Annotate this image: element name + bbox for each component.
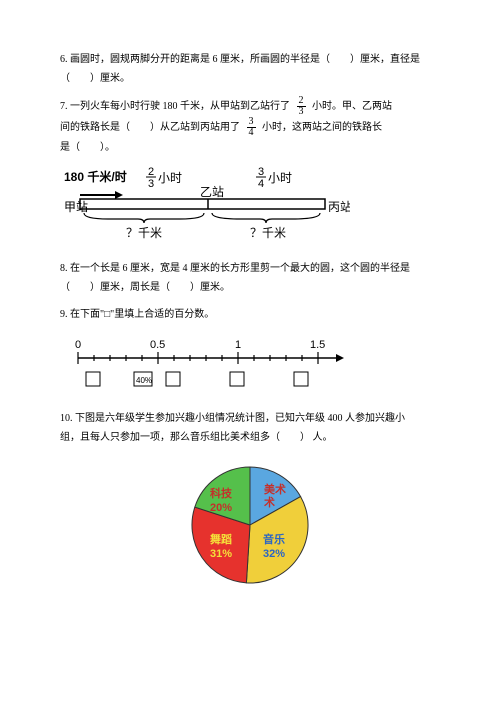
pie-dance-pct: 31% — [210, 548, 232, 560]
frac-2-3: 23 — [297, 96, 306, 117]
frac-3-4: 34 — [247, 117, 256, 138]
t2-suffix: 小时 — [268, 171, 292, 185]
q10-text-a: 10. 下图是六年级学生参加兴趣小组情况统计图，已知六年级 400 人参加兴趣小 — [60, 413, 405, 424]
q7-text-e: 是（ ）。 — [60, 142, 115, 153]
station-b: 乙站 — [200, 185, 224, 199]
qkm-1: ？千米 — [126, 226, 162, 240]
nl-1: 1 — [235, 339, 241, 351]
nl-15: 1.5 — [310, 339, 325, 351]
t1-den: 3 — [148, 178, 154, 190]
nl-05: 0.5 — [150, 339, 165, 351]
nl-filled: 40% — [136, 376, 152, 385]
station-c: 丙站 — [328, 200, 350, 214]
q7-text-c: 间的铁路长是（ ）从乙站到丙站用了 — [60, 122, 240, 133]
question-9: 9. 在下面"□"里填上合适的百分数。 — [60, 305, 440, 324]
question-8: 8. 在一个长是 6 厘米，宽是 4 厘米的长方形里剪一个最大的圆，这个圆的半径… — [60, 259, 440, 297]
pie-chart: 美术 术 音乐 32% 舞蹈 31% 科技 20% — [60, 455, 440, 593]
station-a: 甲站 — [64, 200, 88, 214]
number-line-diagram: 0 0.5 1 1.5 40% — [60, 334, 440, 395]
station-diagram: 180 千米/时 2 3 小时 3 4 小时 甲站 乙站 丙站 ？千米 ？千米 — [60, 167, 440, 245]
svg-text:术: 术 — [263, 495, 275, 509]
question-10: 10. 下图是六年级学生参加兴趣小组情况统计图，已知六年级 400 人参加兴趣小… — [60, 409, 440, 447]
pie-art-label: 美术 — [264, 482, 286, 496]
q9-text: 9. 在下面"□"里填上合适的百分数。 — [60, 309, 214, 320]
pie-tech-label: 科技 — [210, 486, 233, 500]
q7-text-d: 小时，这两站之间的铁路长 — [262, 122, 382, 133]
pie-tech-pct: 20% — [210, 502, 232, 514]
t1-num: 2 — [148, 167, 154, 178]
nl-0: 0 — [75, 339, 81, 351]
speed-label: 180 千米/时 — [64, 169, 127, 184]
q8-text: 8. 在一个长是 6 厘米，宽是 4 厘米的长方形里剪一个最大的圆，这个圆的半径… — [60, 263, 410, 293]
pie-music-pct: 32% — [263, 548, 285, 560]
q7-text-a: 7. 一列火车每小时行驶 180 千米，从甲站到乙站行了 — [60, 101, 290, 112]
pie-dance-label: 舞蹈 — [210, 532, 232, 546]
q6-text: 6. 画圆时，圆规两脚分开的距离是 6 厘米，所画圆的半径是（ ）厘米，直径是（… — [60, 54, 420, 84]
question-7: 7. 一列火车每小时行驶 180 千米，从甲站到乙站行了 23 小时。甲、乙两站… — [60, 96, 440, 157]
q7-text-b: 小时。甲、乙两站 — [312, 101, 392, 112]
t1-suffix: 小时 — [158, 171, 182, 185]
pie-music-label: 音乐 — [263, 532, 285, 546]
t2-den: 4 — [258, 178, 264, 190]
t2-num: 3 — [258, 167, 264, 178]
question-6: 6. 画圆时，圆规两脚分开的距离是 6 厘米，所画圆的半径是（ ）厘米，直径是（… — [60, 50, 440, 88]
qkm-2: ？千米 — [250, 226, 286, 240]
q10-text-b: 组，且每人只参加一项，那么音乐组比美术组多（ ） 人。 — [60, 432, 333, 443]
